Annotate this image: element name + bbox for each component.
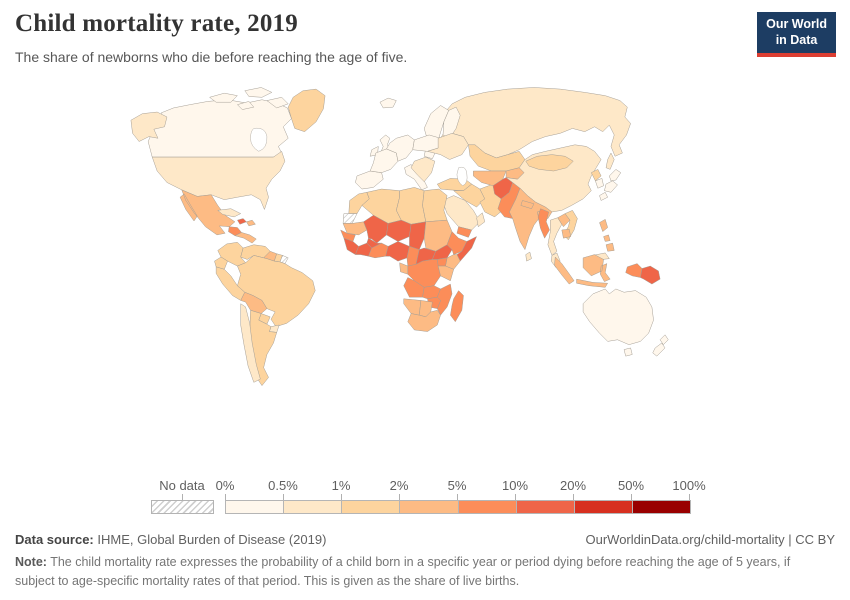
country-myanmar[interactable] bbox=[537, 208, 550, 239]
legend-tick-label: 0.5% bbox=[268, 478, 298, 493]
country-namibia[interactable] bbox=[403, 298, 422, 316]
legend-bin-0-0.5-[interactable] bbox=[226, 501, 284, 513]
country-iceland[interactable] bbox=[379, 97, 397, 109]
country-haiti[interactable] bbox=[237, 218, 247, 225]
country-chile[interactable] bbox=[240, 303, 261, 383]
country-papua-new-guinea[interactable] bbox=[640, 265, 661, 285]
country-cambodia[interactable] bbox=[561, 228, 572, 239]
country-indonesia[interactable] bbox=[554, 254, 611, 288]
country-brazil[interactable] bbox=[237, 255, 316, 327]
country-sri-lanka[interactable] bbox=[525, 251, 532, 262]
owid-logo-line2: in Data bbox=[775, 32, 818, 47]
legend-tick-mark bbox=[341, 494, 342, 500]
legend-bin-10-20-[interactable] bbox=[515, 501, 574, 513]
legend-tick-label: 50% bbox=[617, 478, 645, 493]
country-mongolia[interactable] bbox=[525, 154, 574, 172]
legend-bin-2-5-[interactable] bbox=[399, 501, 458, 513]
country-laos[interactable] bbox=[557, 213, 571, 227]
country-greenland[interactable] bbox=[287, 88, 326, 132]
country-philippines[interactable] bbox=[599, 219, 615, 252]
legend-tick-label: 5% bbox=[447, 478, 467, 493]
legend-tick-mark bbox=[573, 494, 574, 500]
data-source-row: Data source: IHME, Global Burden of Dise… bbox=[15, 532, 326, 547]
legend-no-data-swatch[interactable] bbox=[151, 500, 214, 514]
legend-tick-label: 0% bbox=[215, 478, 235, 493]
country-libya[interactable] bbox=[396, 187, 427, 225]
country-madagascar[interactable] bbox=[450, 290, 464, 322]
country-alaska[interactable] bbox=[130, 111, 168, 142]
country-cuba[interactable] bbox=[217, 208, 241, 218]
water-body bbox=[456, 166, 468, 186]
country-south-korea[interactable] bbox=[595, 178, 604, 189]
country-egypt[interactable] bbox=[422, 188, 448, 223]
legend-tick-label: 10% bbox=[501, 478, 529, 493]
owid-link[interactable]: OurWorldinData.org/child-mortality | CC … bbox=[585, 532, 836, 547]
legend-bin-0.5-1-[interactable] bbox=[283, 501, 342, 513]
data-source-text: IHME, Global Burden of Disease (2019) bbox=[93, 532, 327, 547]
country-central-europe[interactable] bbox=[386, 134, 415, 162]
legend-tick-mark bbox=[399, 494, 400, 500]
country-australia[interactable] bbox=[582, 288, 654, 357]
country-tanzania[interactable] bbox=[437, 265, 454, 282]
country-algeria[interactable] bbox=[361, 188, 402, 224]
country-oman[interactable] bbox=[476, 212, 486, 227]
world-map-canvas[interactable] bbox=[0, 85, 850, 470]
legend-tick-mark bbox=[631, 494, 632, 500]
owid-logo[interactable]: Our World in Data bbox=[757, 12, 836, 58]
country-finland[interactable] bbox=[442, 106, 461, 139]
country-uganda[interactable] bbox=[437, 257, 448, 267]
country-balkans[interactable] bbox=[410, 156, 436, 182]
country-indonesian-papua[interactable] bbox=[625, 263, 643, 278]
legend-tick-label: 1% bbox=[331, 478, 351, 493]
country-united-states[interactable] bbox=[151, 151, 286, 210]
country-mexico[interactable] bbox=[179, 189, 236, 236]
legend-tick-label: 100% bbox=[672, 478, 706, 493]
footnote-text: The child mortality rate expresses the p… bbox=[15, 555, 791, 588]
country-canadian-arctic-islands[interactable] bbox=[209, 87, 289, 110]
country-western-sahara[interactable] bbox=[342, 213, 358, 224]
legend-tick-label: 2% bbox=[389, 478, 409, 493]
water-body bbox=[250, 127, 268, 152]
country-chad[interactable] bbox=[409, 221, 427, 250]
country-iberia[interactable] bbox=[355, 170, 384, 190]
footnote-label: Note: bbox=[15, 555, 47, 569]
country-dominican-republic[interactable] bbox=[246, 219, 256, 227]
country-niger[interactable] bbox=[386, 219, 412, 242]
legend-tick-mark bbox=[515, 494, 516, 500]
legend-bin-20-50-[interactable] bbox=[573, 501, 632, 513]
country-north-korea[interactable] bbox=[591, 169, 602, 182]
country-senegal[interactable] bbox=[340, 229, 356, 242]
legend-tick-mark bbox=[225, 494, 226, 500]
country-nigeria[interactable] bbox=[385, 241, 410, 262]
country-nepal[interactable] bbox=[520, 200, 535, 209]
legend-color-ramp bbox=[225, 500, 691, 514]
legend-tick-mark bbox=[283, 494, 284, 500]
country-uruguay[interactable] bbox=[269, 324, 280, 333]
page-subtitle: The share of newborns who die before rea… bbox=[15, 49, 408, 65]
legend-bin-50-100-[interactable] bbox=[631, 501, 690, 513]
footnote: Note: The child mortality rate expresses… bbox=[15, 553, 833, 591]
legend-tick-mark bbox=[457, 494, 458, 500]
legend-tick-mark bbox=[689, 494, 690, 500]
country-ecuador[interactable] bbox=[214, 256, 228, 270]
legend-tick-label: 20% bbox=[559, 478, 587, 493]
legend-bin-5-10-[interactable] bbox=[457, 501, 516, 513]
data-source-label: Data source: bbox=[15, 532, 94, 547]
owid-logo-line1: Our World bbox=[766, 17, 827, 31]
country-ukraine-and-belarus[interactable] bbox=[427, 133, 469, 160]
country-central-america[interactable] bbox=[234, 232, 257, 244]
country-canada[interactable] bbox=[147, 99, 292, 158]
country-thailand[interactable] bbox=[547, 217, 563, 256]
legend-no-data-tick bbox=[182, 494, 183, 500]
legend-no-data-label: No data bbox=[159, 478, 205, 493]
country-south-africa[interactable] bbox=[407, 310, 441, 332]
country-yemen[interactable] bbox=[456, 226, 472, 238]
country-congo-and-gabon[interactable] bbox=[399, 262, 409, 275]
legend-bin-1-2-[interactable] bbox=[341, 501, 400, 513]
page-title: Child mortality rate, 2019 bbox=[15, 10, 298, 37]
country-new-zealand[interactable] bbox=[652, 334, 669, 357]
country-japan[interactable] bbox=[599, 169, 622, 201]
